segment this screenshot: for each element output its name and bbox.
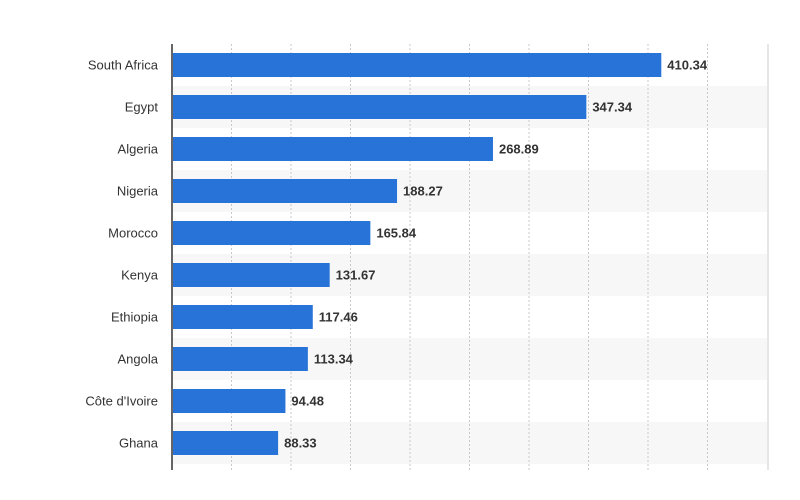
bar[interactable] (173, 263, 330, 287)
value-label: 113.34 (314, 352, 354, 367)
bar[interactable] (173, 389, 286, 413)
category-label: Kenya (121, 268, 159, 283)
category-label: Nigeria (117, 184, 159, 199)
bar[interactable] (173, 95, 587, 119)
value-label: 410.34 (667, 58, 708, 73)
value-label: 188.27 (403, 184, 443, 199)
category-label: South Africa (88, 58, 159, 73)
category-label: Ghana (119, 436, 159, 451)
gridlines (231, 44, 708, 470)
value-label: 94.48 (291, 394, 324, 409)
value-label: 88.33 (284, 436, 317, 451)
bars (173, 53, 662, 455)
category-label: Morocco (108, 226, 158, 241)
category-labels: South Africa Egypt Algeria Nigeria Morocco Ke… (85, 58, 158, 451)
bar[interactable] (173, 221, 371, 245)
value-label: 117.46 (319, 310, 358, 325)
bar[interactable] (173, 179, 398, 203)
value-label: 165.84 (376, 226, 417, 241)
category-label: Angola (118, 352, 159, 367)
category-label: Algeria (118, 142, 159, 157)
bar[interactable] (173, 431, 279, 455)
bar[interactable] (173, 53, 662, 77)
bar[interactable] (173, 137, 493, 161)
value-label: 131.67 (336, 268, 376, 283)
category-label: Egypt (125, 100, 159, 115)
category-label: Côte d'Ivoire (85, 394, 158, 409)
value-label: 268.89 (499, 142, 539, 157)
category-label: Ethiopia (111, 310, 159, 325)
value-label: 347.34 (592, 100, 633, 115)
value-labels: 410.34 347.34 268.89 188.27 165.84 131.67 117.… (284, 58, 708, 451)
bar[interactable] (173, 305, 313, 329)
bar[interactable] (173, 347, 308, 371)
